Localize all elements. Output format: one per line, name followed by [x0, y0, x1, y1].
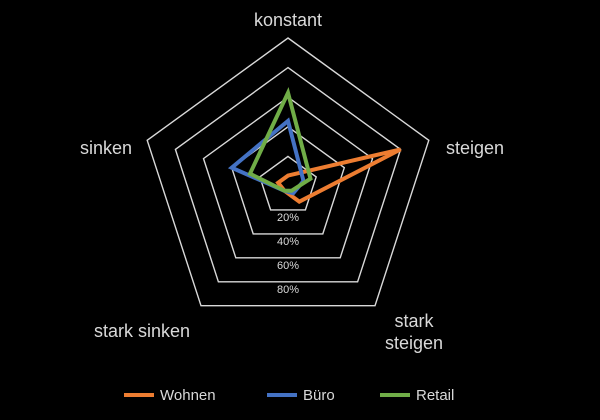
- grid-ring-20: [258, 155, 318, 211]
- grid-layer: [146, 37, 430, 307]
- axis-label-konstant: konstant: [254, 10, 322, 30]
- tick-label: 60%: [277, 260, 299, 272]
- grid-ring-80: [174, 66, 402, 283]
- legend-label: Wohnen: [160, 387, 216, 404]
- series-line-retail: [247, 86, 313, 193]
- legend-label: Retail: [416, 387, 454, 404]
- tick-label: 20%: [277, 212, 299, 224]
- legend-item-wohnen: Wohnen: [124, 387, 216, 404]
- grid-ring-60: [202, 96, 374, 259]
- tick-label: 40%: [277, 236, 299, 248]
- axis-label-stark-sinken: stark sinken: [94, 321, 190, 341]
- legend: Wohnen Büro Retail: [124, 387, 454, 404]
- legend-item-büro: Büro: [267, 387, 335, 404]
- tick-label-layer: 20% 40% 60% 80%: [277, 212, 299, 296]
- axis-label-steigen: steigen: [446, 138, 504, 158]
- tick-label: 80%: [277, 284, 299, 296]
- legend-label: Büro: [303, 387, 335, 404]
- series-line-wohnen: [275, 147, 402, 204]
- grid-ring-100: [146, 37, 430, 307]
- axis-label-sinken: sinken: [80, 138, 132, 158]
- axis-label-stark-steigen: stark steigen: [385, 311, 443, 353]
- legend-item-retail: Retail: [380, 387, 454, 404]
- axis-label-layer: konstant steigen stark steigen stark sinken s…: [80, 10, 504, 353]
- series-layer: [227, 86, 402, 204]
